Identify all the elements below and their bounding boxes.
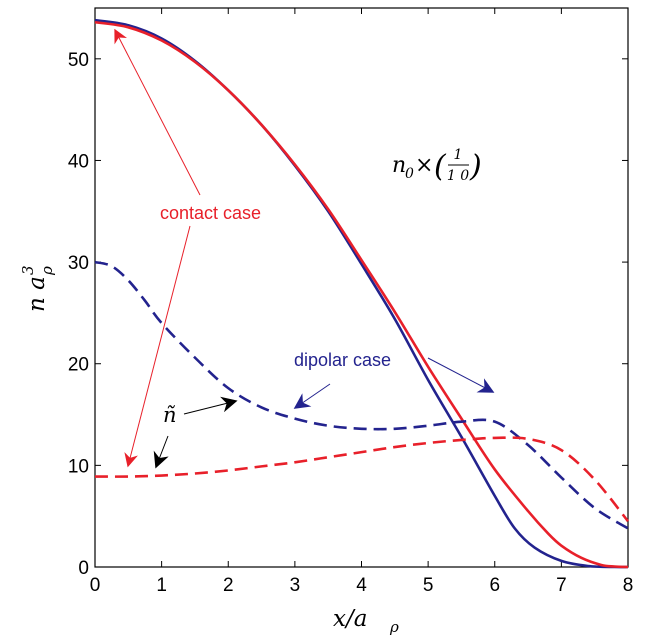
dipolar-solid-line [94, 18, 629, 569]
x-tick-label: 3 [290, 575, 301, 596]
x-tick-label: 2 [223, 575, 234, 596]
contact-arrow-down [124, 225, 191, 468]
x-tick-label: 4 [356, 575, 367, 596]
y-tick-label: 30 [68, 253, 89, 274]
y-tick-label: 0 [78, 558, 89, 579]
dipolar-dashed-line [94, 260, 629, 530]
y-axis-label-sub: ρ [38, 266, 56, 276]
n0-scale-label: n 0 × ( 1 1 0 ) [392, 147, 482, 184]
tilde-n-arrow-up [183, 396, 238, 415]
n0-frac-num: 1 [454, 147, 463, 163]
y-tick-label: 50 [68, 50, 89, 71]
contact-arrow-up [114, 28, 201, 196]
n0-rparen: ) [469, 149, 482, 184]
contact-dashed-line [94, 436, 630, 523]
y-axis-label-base: n a [24, 276, 50, 312]
x-axis-ticks: 0 1 2 3 4 5 6 7 8 [90, 8, 634, 596]
y-axis-label-sup: 3 [19, 265, 37, 275]
y-tick-label: 10 [68, 456, 89, 477]
y-axis-label: n a 3 ρ [19, 265, 56, 312]
n0-lparen: ( [434, 149, 447, 184]
tilde-n-arrow-down [153, 435, 169, 469]
dipolar-arrow [427, 357, 495, 393]
annotation-arrows [114, 28, 495, 469]
plot-area [94, 7, 629, 568]
tilde-n-label: ñ [163, 403, 177, 427]
x-axis-label: x/a ρ [333, 606, 399, 636]
n0-frac-den: 1 0 [447, 168, 469, 184]
x-tick-label: 0 [90, 575, 101, 596]
x-tick-label: 5 [423, 575, 434, 596]
y-tick-label: 40 [68, 151, 89, 172]
dipolar-case-label: dipolar case [294, 350, 391, 370]
dipolar-arrow-left [293, 383, 331, 409]
x-tick-label: 8 [623, 575, 634, 596]
x-tick-label: 6 [489, 575, 500, 596]
x-axis-label-base: x/a [333, 606, 367, 632]
contact-solid-line [94, 20, 629, 569]
contact-case-label: contact case [160, 203, 261, 223]
x-tick-label: 7 [556, 575, 567, 596]
n0-base: n [392, 153, 406, 178]
x-axis-label-sub: ρ [389, 618, 399, 636]
x-tick-label: 1 [156, 575, 167, 596]
series-layer [94, 18, 630, 569]
n0-sub: 0 [405, 166, 414, 182]
n0-times: × [415, 153, 433, 178]
y-tick-label: 20 [68, 355, 89, 376]
